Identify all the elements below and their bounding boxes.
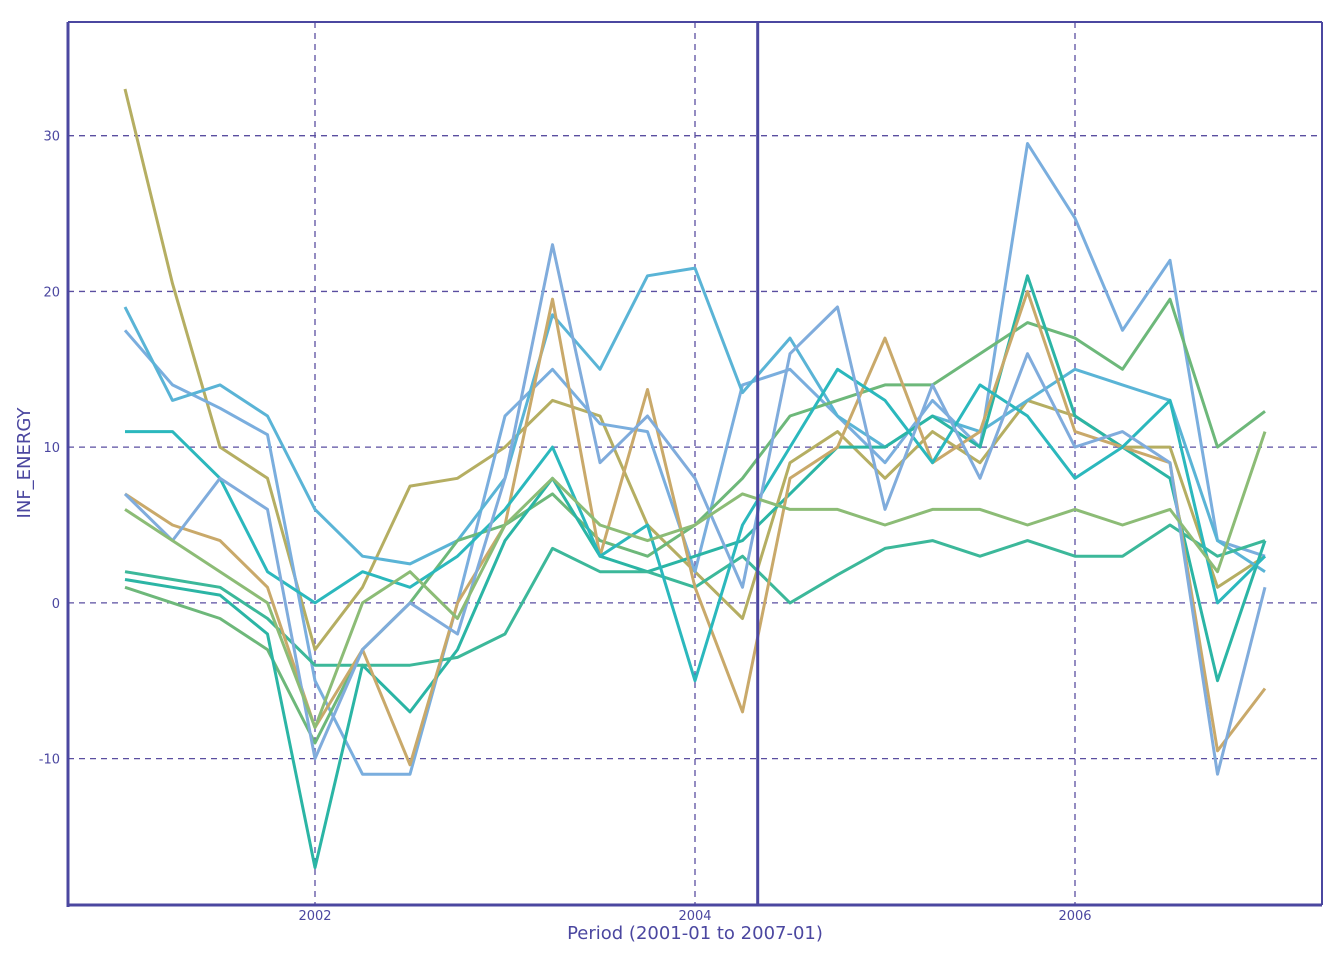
- series-line-s8: [125, 367, 1267, 683]
- series-line-s5: [124, 274, 1267, 870]
- x-tick-label: 2002: [298, 909, 331, 924]
- y-tick-label: 20: [43, 285, 60, 300]
- series-line-s9: [123, 243, 1267, 776]
- x-tick-label: 2006: [1058, 909, 1091, 924]
- series-line-s10: [124, 431, 1267, 729]
- plot-frame: [66, 21, 1323, 907]
- y-tick-label: 10: [43, 441, 60, 456]
- grid: [68, 22, 1322, 905]
- series-line-s3: [123, 266, 1266, 573]
- y-axis-title: INF_ENERGY: [14, 407, 35, 519]
- y-tick-label: 0: [52, 597, 60, 612]
- x-axis-title: Period (2001-01 to 2007-01): [567, 923, 823, 944]
- x-tick-label: 2004: [678, 909, 711, 924]
- y-tick-label: -10: [39, 753, 60, 768]
- y-tick-label: 30: [43, 130, 60, 145]
- tick-labels: -10 0 10 20 30 2002 2004 2006: [39, 130, 1092, 924]
- series-lines: [123, 88, 1267, 870]
- series-line-s2: [123, 142, 1266, 776]
